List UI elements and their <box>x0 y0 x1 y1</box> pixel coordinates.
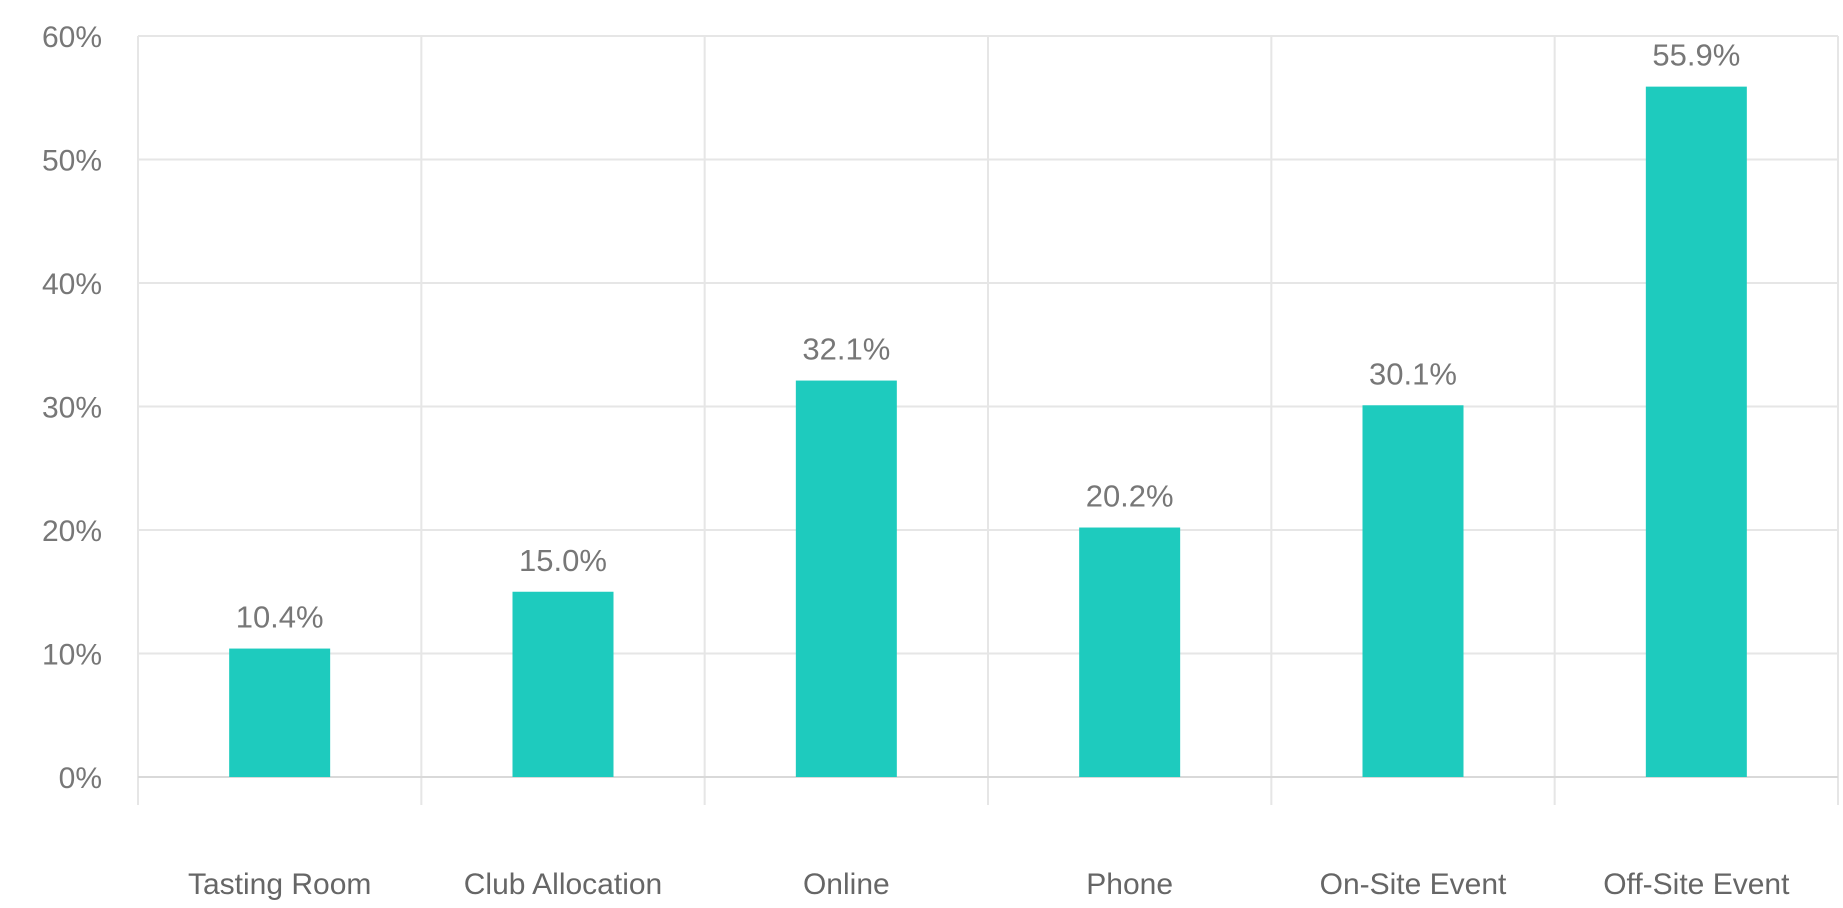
y-tick-label: 50% <box>42 145 102 178</box>
y-tick-label: 30% <box>42 392 102 425</box>
bars-layer <box>229 86 1747 777</box>
bar <box>229 648 331 777</box>
x-category-label: Off-Site Event <box>1603 868 1790 901</box>
y-tick-label: 60% <box>42 21 102 54</box>
bar <box>1645 86 1747 777</box>
y-tick-label: 40% <box>42 268 102 301</box>
x-category-label: Tasting Room <box>188 868 371 901</box>
bar-value-label: 30.1% <box>1369 356 1457 391</box>
bar-value-label: 55.9% <box>1652 38 1740 73</box>
bar-value-label: 20.2% <box>1086 479 1174 514</box>
x-category-label: On-Site Event <box>1320 868 1507 901</box>
bar-value-label: 10.4% <box>236 600 324 635</box>
bar <box>1079 527 1181 777</box>
y-tick-label: 20% <box>42 515 102 548</box>
grid-layer <box>137 35 1839 805</box>
y-tick-label: 0% <box>59 762 102 795</box>
x-category-label: Online <box>803 868 890 901</box>
x-category-label: Phone <box>1086 868 1173 901</box>
x-category-label: Club Allocation <box>464 868 662 901</box>
bar <box>795 380 897 777</box>
bar <box>1362 405 1464 777</box>
bar-value-label: 15.0% <box>519 543 607 578</box>
labels-layer: 0% 10% 20% 30% 40% 50% 60% 10.4% Tasting Room 15.… <box>42 21 1790 901</box>
bar <box>512 591 614 777</box>
y-tick-label: 10% <box>42 639 102 672</box>
bar-value-label: 32.1% <box>802 332 890 367</box>
